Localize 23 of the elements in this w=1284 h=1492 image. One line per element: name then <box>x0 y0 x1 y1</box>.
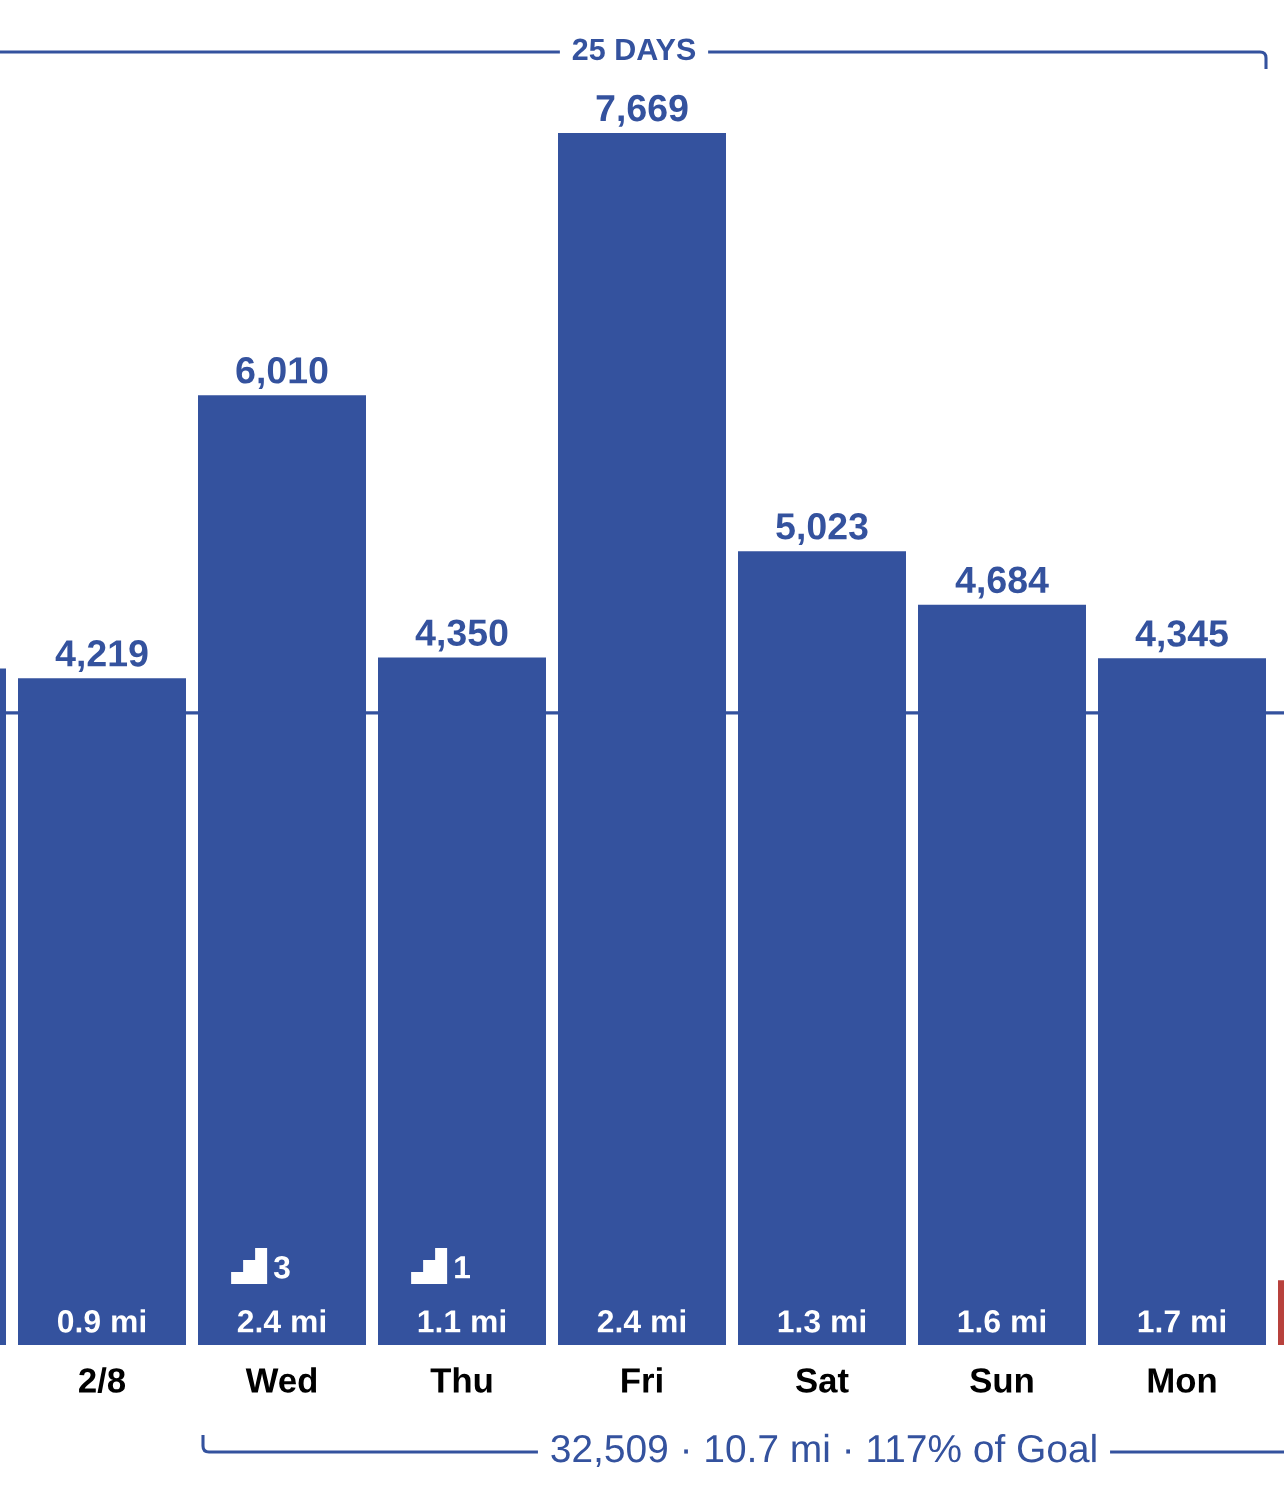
annotation: 1.7 mi <box>1138 1309 1226 1333</box>
annotation: 2.4 mi <box>597 1309 686 1333</box>
x-tick-label: Sun <box>970 1368 1033 1393</box>
x-tick-label: Sat <box>795 1368 849 1393</box>
annotation: 1.3 mi <box>778 1309 866 1333</box>
annotation: 1.6 mi <box>958 1309 1046 1333</box>
data-label: 4,345 <box>1135 620 1228 653</box>
data-label: 4,219 <box>55 640 148 673</box>
annotation: 3 2.4 mi <box>237 1255 326 1333</box>
x-tick-label: Thu <box>430 1367 492 1393</box>
x-tick-label: Wed <box>245 1367 317 1393</box>
data-label: 7,669 <box>596 94 688 127</box>
x-tick-label: 2/8 <box>79 1367 126 1394</box>
annotation: 0.9 mi <box>57 1309 146 1333</box>
x-tick-label: Mon <box>1148 1368 1216 1393</box>
data-label: 4,350 <box>415 619 508 652</box>
data-label: 6,010 <box>236 357 328 390</box>
data-label: 4,684 <box>955 566 1049 599</box>
data-label: 5,023 <box>776 513 868 546</box>
annotation: 1 1.1 mi <box>418 1256 506 1333</box>
text: 25 DAYS <box>572 38 696 61</box>
x-tick-label: Fri <box>622 1367 662 1393</box>
text: 32,509 · 10.7 mi · 117% of Goal <box>551 1433 1096 1468</box>
